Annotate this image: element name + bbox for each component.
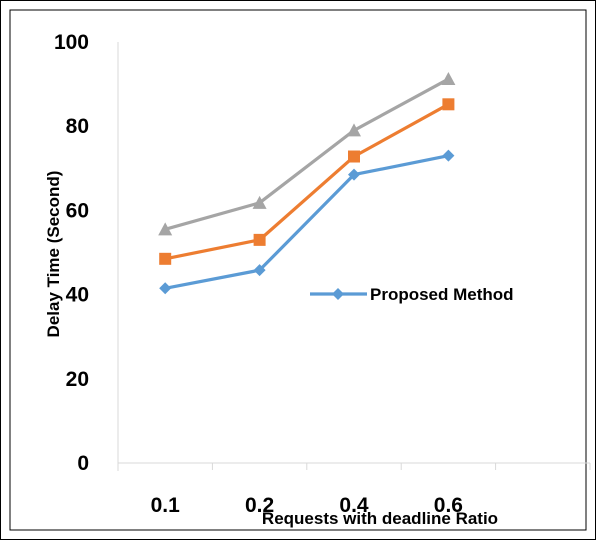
legend-label: Proposed Method	[370, 285, 514, 304]
series-line	[164, 77, 450, 231]
series-line	[164, 154, 449, 290]
y-tick-label: 100	[54, 31, 89, 54]
y-tick-label: 80	[66, 115, 89, 138]
series-2	[159, 98, 455, 265]
x-tick-label: 0.1	[151, 494, 181, 517]
legend-marker	[332, 288, 344, 300]
x-tick-labels: 0.1 0.2 0.4 0.6	[151, 494, 463, 517]
y-tick-label: 20	[66, 368, 89, 391]
series-3	[158, 72, 456, 236]
data-point-marker	[442, 149, 455, 162]
axes	[117, 42, 591, 471]
series-line	[164, 102, 450, 261]
data-point-marker	[253, 233, 266, 246]
y-tick-label: 0	[77, 452, 89, 475]
series-1	[159, 149, 455, 295]
data-point-marker	[253, 264, 266, 277]
data-point-marker	[441, 72, 456, 86]
y-tick-label: 60	[66, 199, 89, 222]
data-point-marker	[159, 282, 172, 295]
series-layer	[158, 72, 456, 295]
data-point-marker	[159, 252, 172, 265]
data-point-marker	[252, 195, 267, 209]
legend: Proposed Method	[310, 285, 514, 304]
x-tick-label: 0.4	[339, 494, 369, 517]
x-tick-label: 0.6	[434, 494, 463, 517]
y-tick-labels: 0 20 40 60 80 100	[54, 31, 89, 475]
y-axis-title: Delay Time (Second)	[44, 171, 63, 338]
data-point-marker	[348, 168, 360, 181]
x-axis-title: Requests with deadline Ratio	[262, 509, 498, 528]
data-point-marker	[347, 123, 361, 137]
chart-area-border	[9, 9, 587, 531]
data-point-marker	[348, 150, 360, 163]
data-point-marker	[158, 222, 173, 236]
data-point-marker	[442, 98, 455, 111]
x-tick-label: 0.2	[245, 494, 274, 517]
y-tick-label: 40	[66, 284, 89, 307]
